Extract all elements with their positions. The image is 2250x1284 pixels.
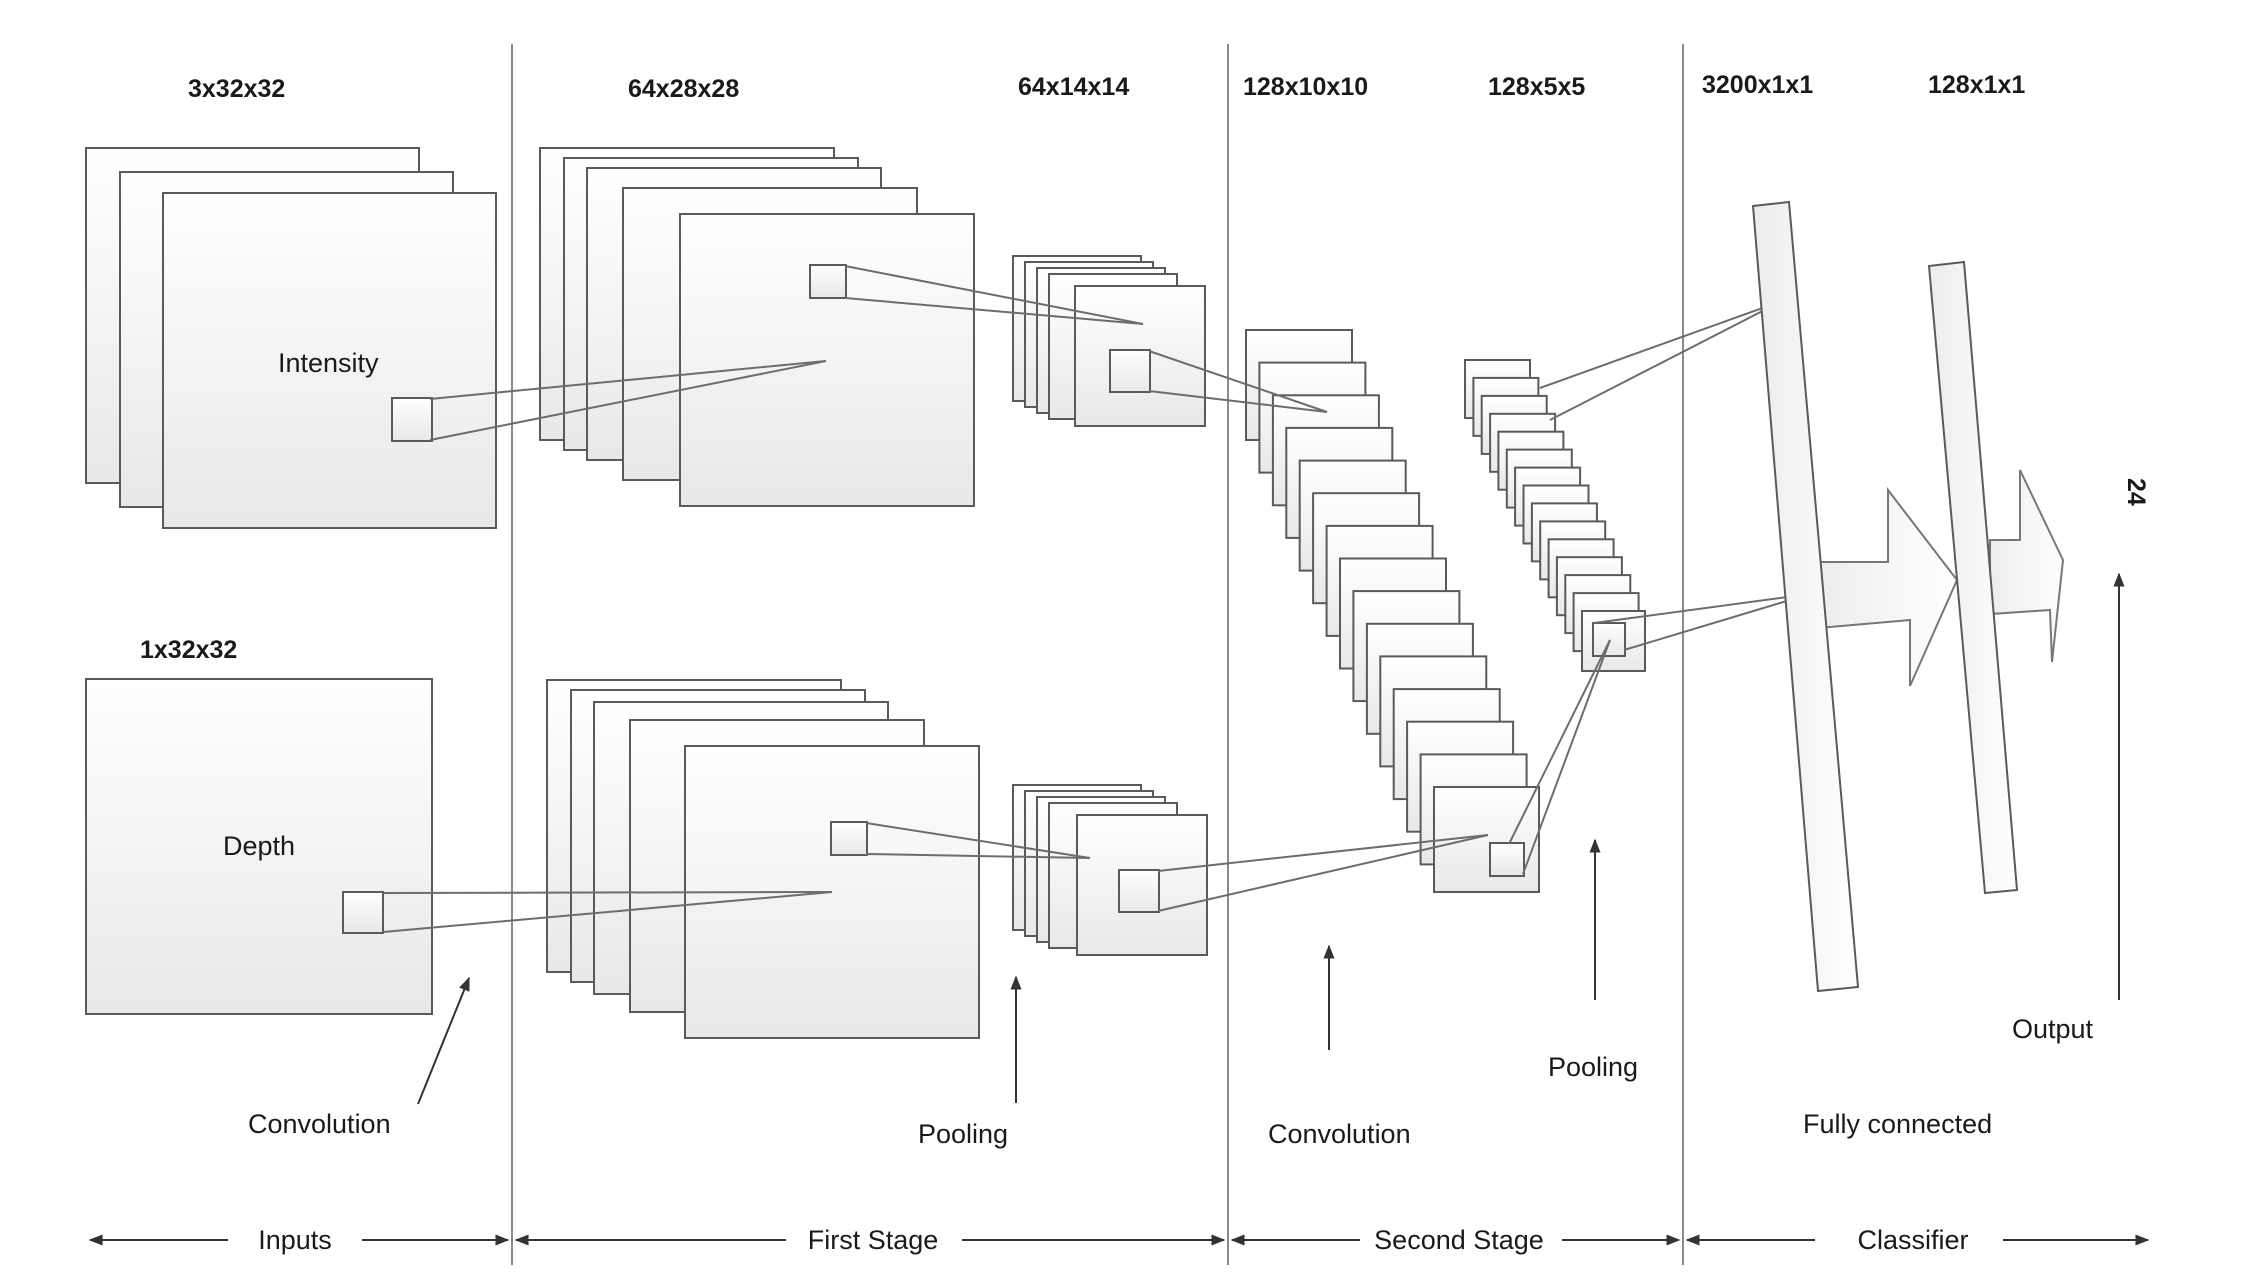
depth-input-map: [85, 678, 433, 1015]
convolution-1-label: Convolution: [248, 1109, 391, 1139]
dim-depth-input: 1x32x32: [140, 636, 237, 664]
dim-conv1: 64x28x28: [628, 75, 739, 103]
dim-flatten: 3200x1x1: [1702, 71, 1813, 99]
dim-output: 24: [2122, 478, 2150, 506]
operation-labels: Convolution Pooling Convolution Pooling …: [248, 1014, 2094, 1149]
fully-connected-arrows: [1813, 469, 2065, 687]
pool1-maps-top: [1012, 255, 1206, 427]
intensity-input-maps: [85, 147, 497, 529]
stage-inputs-label: Inputs: [258, 1225, 332, 1255]
convolution-2-label: Convolution: [1268, 1119, 1411, 1149]
stage-separators: [511, 44, 1684, 1265]
pooling-1-label: Pooling: [918, 1119, 1008, 1149]
dim-pool2: 128x5x5: [1488, 73, 1585, 101]
fully-connected-label: Fully connected: [1803, 1109, 1992, 1139]
depth-label: Depth: [223, 831, 295, 861]
dense-layers: [1751, 200, 2019, 993]
stage-classifier-label: Classifier: [1857, 1225, 1968, 1255]
conv2-maps: [1245, 329, 1540, 893]
dimension-labels: 3x32x32 1x32x32 64x28x28 64x14x14 128x10…: [140, 71, 2150, 664]
dim-intensity-input: 3x32x32: [188, 75, 285, 103]
dim-conv2: 128x10x10: [1243, 73, 1368, 101]
receptive-fields: [342, 264, 1626, 934]
stage-labels: Inputs First Stage Second Stage Classifi…: [258, 1225, 1968, 1255]
stage-second-label: Second Stage: [1374, 1225, 1544, 1255]
pooling-2-label: Pooling: [1548, 1052, 1638, 1082]
connection-lines: [382, 265, 1811, 933]
conv1-maps-bottom: [546, 679, 980, 1039]
intensity-label: Intensity: [278, 348, 379, 378]
output-label: Output: [2012, 1014, 2094, 1044]
pool1-maps-bottom: [1012, 784, 1208, 956]
stage-first-label: First Stage: [808, 1225, 939, 1255]
dim-pool1: 64x14x14: [1018, 73, 1129, 101]
operation-arrows: [417, 572, 2125, 1105]
pool2-maps: [1464, 359, 1646, 672]
dim-fc: 128x1x1: [1928, 71, 2025, 99]
conv1-maps-top: [539, 147, 975, 507]
